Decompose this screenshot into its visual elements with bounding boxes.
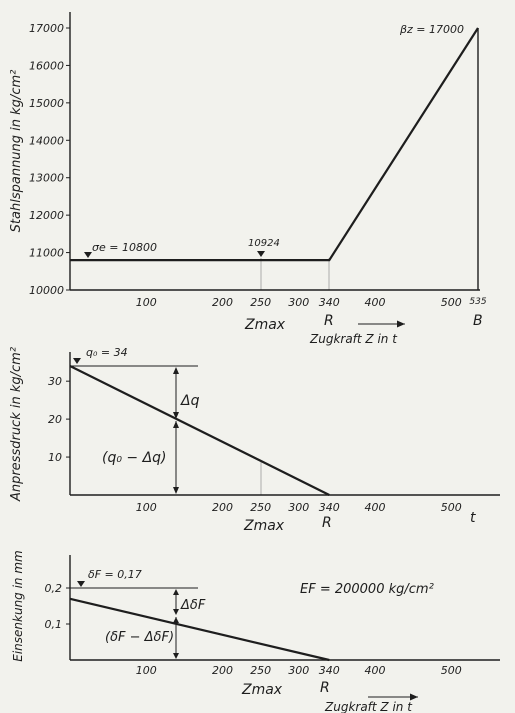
y-ticks: 0,1 0,2 bbox=[45, 582, 70, 631]
annotation-q0-minus-dq: (q₀ − Δq) bbox=[102, 450, 167, 466]
x-tick-label: 250 bbox=[250, 664, 271, 677]
x-tick-label: 100 bbox=[136, 296, 157, 309]
annotation-delta-minus: (δF − ΔδF) bbox=[105, 630, 174, 645]
annotation-d-delta-f: ΔδF bbox=[180, 598, 206, 613]
x-tick-label: 200 bbox=[212, 296, 233, 309]
x-tick-label: 200 bbox=[212, 501, 233, 514]
label-r: R bbox=[322, 515, 332, 531]
label-b: B bbox=[473, 313, 483, 329]
d-delta-arrows bbox=[173, 589, 179, 615]
x-ticks: 100 200 250 300 340 400 500 535 bbox=[136, 296, 487, 309]
x-tick-label: 340 bbox=[319, 501, 340, 514]
y-tick-label: 10 bbox=[48, 451, 62, 464]
series-line bbox=[70, 27, 479, 262]
x-tick-label: 535 bbox=[469, 297, 486, 307]
stahlspannung-chart: 10000 11000 12000 13000 14000 15000 16000 17000… bbox=[9, 12, 487, 346]
annotation-dq: Δq bbox=[180, 393, 200, 409]
y-tick-label: 30 bbox=[48, 375, 62, 388]
arrow-head bbox=[397, 320, 405, 328]
label-r: R bbox=[324, 313, 334, 329]
x-tick-label: 340 bbox=[319, 296, 340, 309]
annotation-10924: 10924 bbox=[248, 238, 280, 249]
y-tick-label: 0,1 bbox=[45, 618, 63, 631]
y-tick-label: 15000 bbox=[29, 97, 64, 110]
x-tick-label: 300 bbox=[288, 501, 309, 514]
label-zmax: Zmax bbox=[243, 518, 285, 534]
label-zmax: Zmax bbox=[244, 317, 286, 333]
y-tick-label: 20 bbox=[48, 413, 62, 426]
annotation-q0: q₀ = 34 bbox=[86, 346, 128, 359]
x-ticks: 100 200 250 300 340 400 500 bbox=[136, 501, 462, 514]
y-ticks: 10000 11000 12000 13000 14000 15000 16000 17000 bbox=[29, 22, 70, 297]
marker-250 bbox=[257, 251, 265, 257]
marker-delta-f bbox=[77, 581, 85, 587]
annotation-sigma-e: σe = 10800 bbox=[92, 241, 157, 254]
x-tick-label: 500 bbox=[441, 664, 462, 677]
y-tick-label: 0,2 bbox=[45, 582, 63, 595]
x-tick-label: 100 bbox=[136, 664, 157, 677]
arrow-head bbox=[410, 693, 418, 701]
x-unit-label: t bbox=[470, 510, 476, 526]
series-line bbox=[69, 597, 330, 662]
x-tick-label: 500 bbox=[441, 501, 462, 514]
y-tick-label: 16000 bbox=[29, 59, 64, 72]
x-tick-label: 500 bbox=[441, 296, 462, 309]
y-tick-label: 11000 bbox=[29, 247, 64, 260]
label-r: R bbox=[320, 680, 330, 696]
x-tick-label: 300 bbox=[288, 664, 309, 677]
x-axis-label: Zugkraft Z in t bbox=[309, 332, 398, 346]
annotation-beta-z: βz = 17000 bbox=[399, 23, 464, 36]
x-tick-label: 250 bbox=[250, 296, 271, 309]
label-zmax: Zmax bbox=[241, 682, 283, 698]
y-ticks: 10 20 30 bbox=[48, 375, 70, 464]
y-tick-label: 17000 bbox=[29, 22, 64, 35]
x-tick-label: 400 bbox=[365, 501, 386, 514]
y-axis-label: Einsenkung in mm bbox=[11, 550, 25, 662]
annotation-delta-f: δF = 0,17 bbox=[88, 568, 142, 581]
marker-q0 bbox=[73, 358, 81, 364]
y-axis-label: Anpressdruck in kg/cm² bbox=[9, 347, 24, 502]
x-tick-label: 400 bbox=[365, 296, 386, 309]
y-tick-label: 13000 bbox=[29, 172, 64, 185]
x-axis-label: Zugkraft Z in t bbox=[324, 700, 413, 713]
y-tick-label: 14000 bbox=[29, 134, 64, 147]
marker-sigma-e bbox=[84, 252, 92, 258]
y-axis-label: Stahlspannung in kg/cm² bbox=[9, 70, 24, 233]
x-tick-label: 400 bbox=[365, 664, 386, 677]
y-tick-label: 12000 bbox=[29, 209, 64, 222]
series-line bbox=[69, 365, 330, 496]
x-tick-label: 250 bbox=[250, 501, 271, 514]
y-tick-label: 10000 bbox=[29, 284, 64, 297]
annotation-ef: EF = 200000 kg/cm² bbox=[300, 582, 434, 597]
x-ticks: 100 200 250 300 340 400 500 bbox=[136, 664, 462, 677]
x-tick-label: 300 bbox=[288, 296, 309, 309]
x-tick-label: 200 bbox=[212, 664, 233, 677]
x-tick-label: 340 bbox=[319, 664, 340, 677]
einsenkung-chart: 0,1 0,2 100 200 250 300 340 400 500 δF = 0,17 Δ… bbox=[11, 550, 500, 713]
x-tick-label: 100 bbox=[136, 501, 157, 514]
